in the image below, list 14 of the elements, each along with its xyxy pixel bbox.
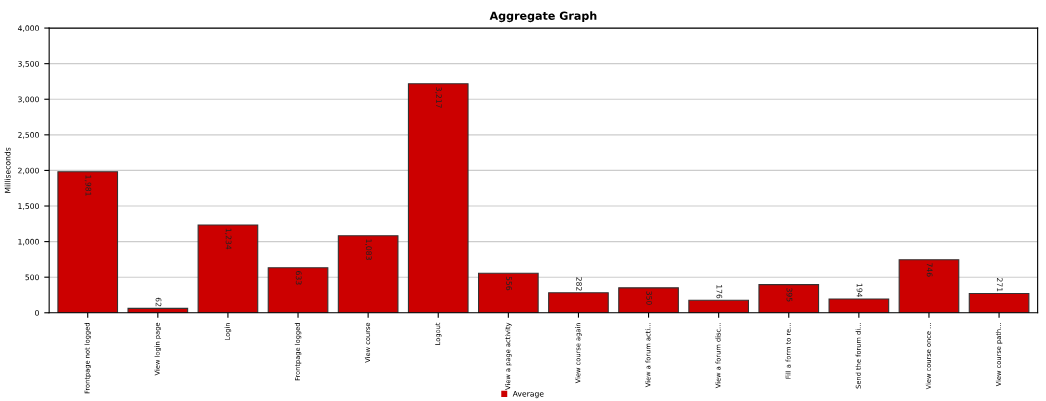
bar	[57, 171, 119, 313]
bar	[267, 267, 329, 313]
bar	[968, 292, 1030, 313]
bar	[688, 299, 750, 313]
bar	[337, 235, 399, 313]
bar	[758, 284, 820, 313]
bar	[898, 259, 960, 313]
bar	[407, 83, 469, 313]
bar	[618, 287, 679, 313]
bar	[828, 298, 890, 313]
bar	[548, 292, 609, 313]
bar	[477, 272, 539, 313]
bar	[197, 224, 259, 313]
chart-title: Aggregate Graph	[489, 11, 597, 23]
